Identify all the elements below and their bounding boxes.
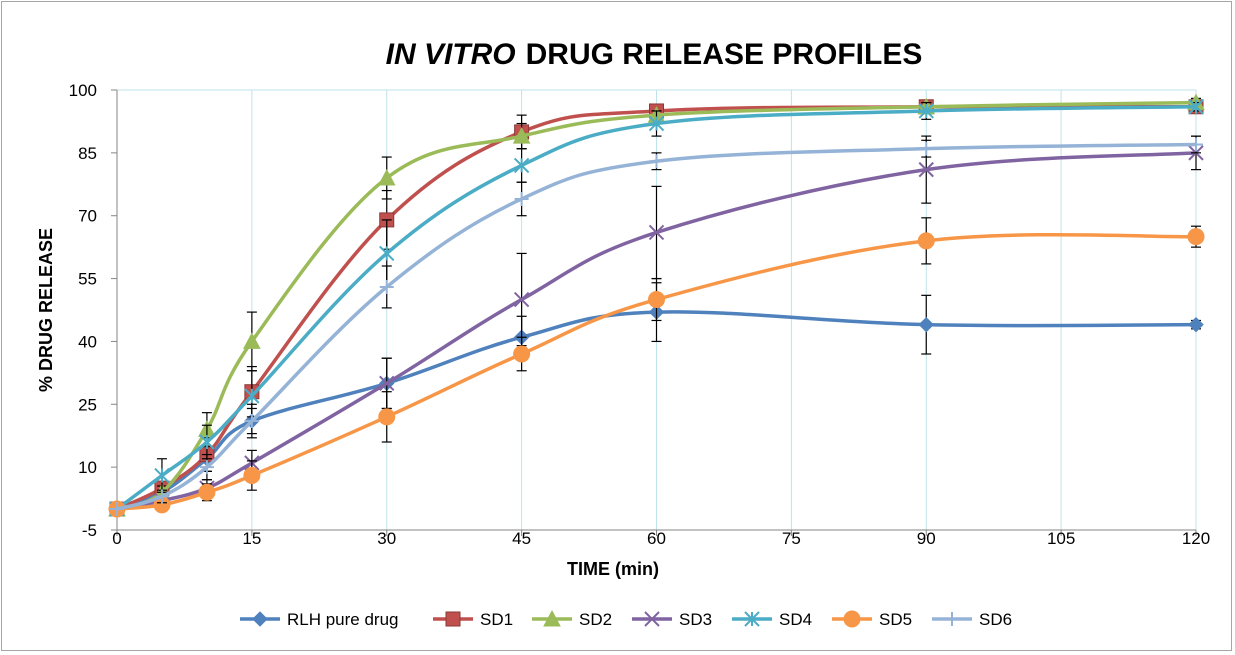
legend-marker bbox=[644, 611, 660, 627]
data-point-sd4 bbox=[513, 157, 530, 174]
y-tick-label: -5 bbox=[82, 521, 97, 540]
legend-marker bbox=[543, 609, 561, 627]
data-point-sd6 bbox=[154, 489, 169, 504]
legend-marker bbox=[843, 610, 861, 628]
data-point-sd6 bbox=[514, 191, 529, 206]
data-point-sd6 bbox=[919, 141, 934, 156]
legend-item-sd5: SD5 bbox=[832, 610, 912, 629]
data-point-rlh-pure-drug bbox=[918, 316, 934, 333]
data-point-sd6 bbox=[199, 460, 214, 475]
data-point-sd6 bbox=[649, 154, 664, 169]
legend-marker bbox=[252, 611, 268, 627]
y-tick-label: 85 bbox=[78, 144, 97, 163]
series-sd5 bbox=[108, 217, 1205, 518]
data-point-sd5 bbox=[648, 291, 665, 309]
chart-title: IN VITRO DRUG RELEASE PROFILES bbox=[386, 38, 923, 71]
legend-marker bbox=[744, 611, 760, 627]
legend-label: SD4 bbox=[779, 610, 812, 629]
data-point-sd6 bbox=[379, 279, 394, 294]
data-point-sd6 bbox=[110, 502, 124, 517]
y-tick-label: 55 bbox=[78, 270, 97, 289]
x-tick-label: 30 bbox=[377, 529, 396, 548]
y-tick-label: 10 bbox=[78, 458, 97, 477]
data-point-sd5 bbox=[198, 483, 216, 501]
x-tick-label: 45 bbox=[512, 529, 531, 548]
legend-marker bbox=[445, 611, 461, 627]
series-sd6 bbox=[110, 135, 1203, 517]
x-tick-label: 15 bbox=[242, 529, 261, 548]
data-point-sd4 bbox=[244, 388, 260, 404]
data-point-sd4 bbox=[918, 103, 934, 119]
legend-item-sd3: SD3 bbox=[632, 610, 712, 629]
chart-title-rest: DRUG RELEASE PROFILES bbox=[526, 38, 923, 71]
data-point-sd5 bbox=[378, 408, 396, 426]
data-point-sd5 bbox=[243, 467, 261, 485]
legend-item-rlh-pure-drug: RLH pure drug bbox=[240, 610, 399, 629]
legend-label: SD6 bbox=[979, 610, 1012, 629]
legend: RLH pure drug SD1 SD2 SD3 SD4 SD5 SD6 bbox=[240, 609, 1012, 629]
data-point-sd2 bbox=[377, 168, 396, 186]
data-point-sd5 bbox=[1187, 228, 1205, 246]
y-tick-label: 100 bbox=[69, 81, 97, 100]
x-tick-label: 105 bbox=[1047, 529, 1075, 548]
series-layer bbox=[108, 93, 1205, 518]
x-tick-label: 90 bbox=[917, 529, 936, 548]
data-point-sd5 bbox=[917, 232, 935, 250]
x-tick-label: 120 bbox=[1182, 529, 1210, 548]
data-point-sd3 bbox=[513, 291, 530, 308]
legend-item-sd6: SD6 bbox=[932, 610, 1012, 629]
data-point-sd5 bbox=[513, 345, 531, 363]
data-point-sd4 bbox=[648, 115, 665, 132]
x-tick-label: 75 bbox=[782, 529, 801, 548]
data-point-sd3 bbox=[918, 161, 934, 178]
chart-title-italic: IN VITRO bbox=[386, 38, 516, 71]
x-tick-label: 60 bbox=[647, 529, 666, 548]
y-tick-label: 70 bbox=[78, 207, 97, 226]
data-point-sd4 bbox=[379, 245, 395, 262]
legend-label: RLH pure drug bbox=[287, 610, 399, 629]
x-tick-label: 0 bbox=[112, 529, 121, 548]
data-point-sd6 bbox=[244, 414, 259, 429]
legend-item-sd2: SD2 bbox=[532, 609, 612, 629]
legend-item-sd1: SD1 bbox=[433, 610, 513, 629]
data-point-sd2 bbox=[243, 332, 261, 349]
legend-item-sd4: SD4 bbox=[732, 610, 812, 629]
y-tick-label: 25 bbox=[78, 395, 97, 414]
legend-label: SD2 bbox=[579, 610, 612, 629]
data-point-sd4 bbox=[199, 434, 215, 450]
data-point-rlh-pure-drug bbox=[1188, 316, 1204, 333]
legend-label: SD1 bbox=[480, 610, 513, 629]
data-point-sd6 bbox=[1189, 137, 1203, 152]
data-point-sd4 bbox=[154, 467, 170, 484]
legend-label: SD3 bbox=[679, 610, 712, 629]
y-axis-title: % DRUG RELEASE bbox=[36, 228, 56, 392]
legend-marker bbox=[945, 612, 959, 626]
data-point-sd3 bbox=[379, 375, 395, 392]
legend-label: SD5 bbox=[879, 610, 912, 629]
axis-layer: -5 10 25 40 55 70 85 100 0 15 30 45 60 75 90 105 120 bbox=[69, 81, 1211, 548]
data-point-sd2 bbox=[512, 127, 531, 144]
data-point-sd4 bbox=[1188, 99, 1204, 115]
x-axis-title: TIME (min) bbox=[567, 559, 659, 579]
data-point-sd3 bbox=[648, 224, 665, 241]
y-tick-label: 40 bbox=[78, 332, 97, 351]
